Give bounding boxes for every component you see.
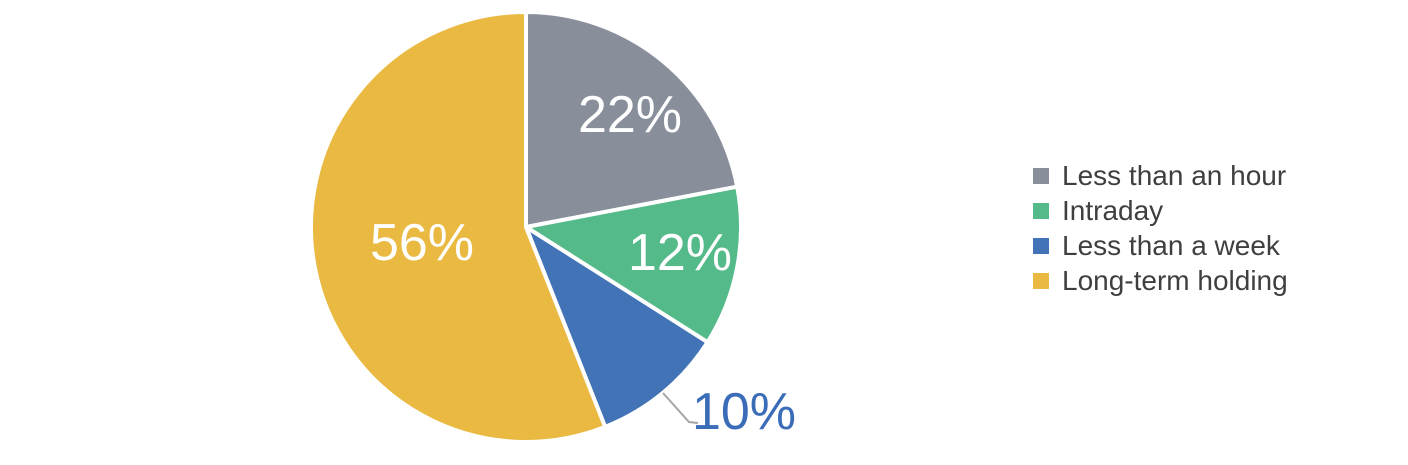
data-label-long-term-holding: 56%	[370, 214, 474, 272]
legend-item-long-term-holding: Long-term holding	[1033, 263, 1288, 298]
legend-swatch-icon	[1033, 237, 1049, 254]
data-label-intraday: 12%	[628, 224, 732, 282]
pie-slice-intraday	[524, 184, 743, 345]
data-label-less-than-an-hour: 22%	[578, 86, 682, 144]
legend-label: Less than a week	[1062, 230, 1280, 261]
legend: Less than an hour Intraday Less than a w…	[1033, 158, 1288, 298]
pie-slice-less-than-a-week	[524, 225, 710, 429]
legend-item-less-than-a-week: Less than a week	[1033, 228, 1288, 263]
legend-item-intraday: Intraday	[1033, 193, 1288, 228]
legend-label: Intraday	[1062, 195, 1164, 226]
leader-line	[662, 392, 699, 424]
legend-item-less-than-an-hour: Less than an hour	[1033, 158, 1288, 193]
legend-label: Less than an hour	[1062, 160, 1287, 191]
pie-slice-long-term-holding	[309, 10, 608, 444]
legend-swatch-icon	[1033, 272, 1049, 289]
pie-slice-less-than-an-hour	[524, 10, 740, 229]
legend-swatch-icon	[1033, 167, 1049, 184]
data-label-less-than-a-week: 10%	[692, 383, 796, 441]
legend-label: Long-term holding	[1062, 265, 1288, 296]
legend-swatch-icon	[1033, 202, 1049, 219]
